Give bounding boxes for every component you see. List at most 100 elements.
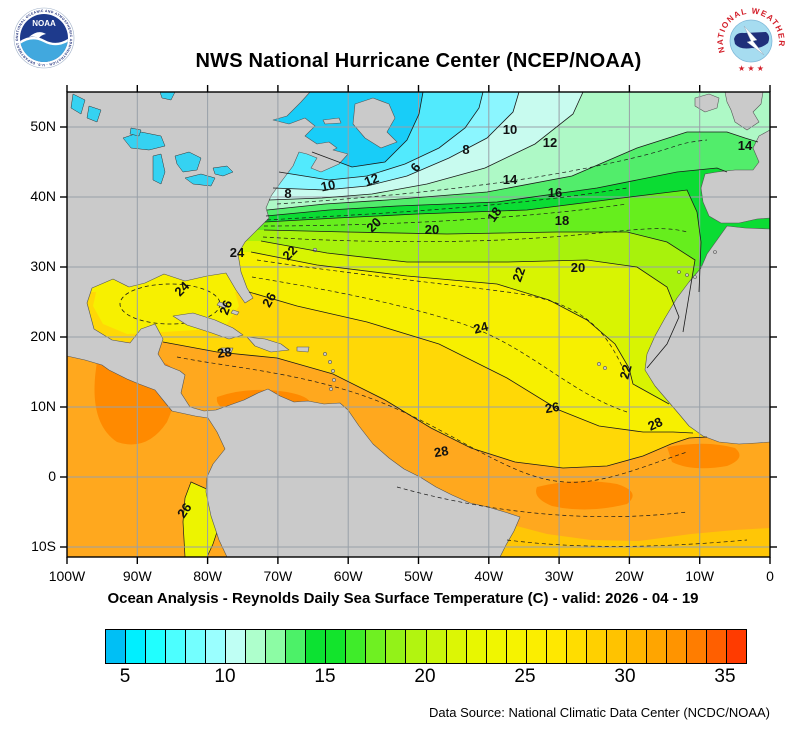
- contour-label: 28: [433, 443, 450, 460]
- colorbar-tick-label: 5: [119, 666, 131, 687]
- data-source-note: Data Source: National Climatic Data Cent…: [429, 705, 770, 720]
- colorbar-cell: [646, 630, 667, 663]
- colorbar-cell: [586, 630, 607, 663]
- lon-tick-label: 60W: [333, 568, 363, 584]
- lon-tick-label: 70W: [263, 568, 293, 584]
- contour-label: 26: [259, 290, 279, 310]
- colorbar-cell: [266, 630, 287, 663]
- ireland: [694, 93, 720, 113]
- colorbar-cell: [226, 630, 247, 663]
- colorbar-cell: [606, 630, 627, 663]
- lon-tick-label: 50W: [404, 568, 433, 584]
- lon-tick-label: 0: [766, 568, 774, 584]
- lon-tick-label: 20W: [614, 568, 644, 584]
- colorbar-cell: [106, 630, 127, 663]
- colorbar-cell: [626, 630, 647, 663]
- colorbar-cell: [326, 630, 347, 663]
- contour-label: 18: [484, 204, 505, 224]
- colorbar-cell: [526, 630, 547, 663]
- colorbar-cell: [246, 630, 267, 663]
- contour-label: 26: [544, 399, 561, 416]
- africa-landmass: [644, 225, 771, 445]
- lat-tick-label: 40N: [30, 188, 56, 204]
- lat-tick-label: 20N: [30, 328, 56, 344]
- colorbar-cell: [186, 630, 207, 663]
- contour-label: 18: [555, 213, 569, 228]
- page-title: NWS National Hurricane Center (NCEP/NOAA…: [195, 50, 642, 72]
- map-subtitle: Ocean Analysis - Reynolds Daily Sea Surf…: [107, 590, 699, 607]
- nws-logo-icon: NATIONAL WEATHER SERVICE ★ ★ ★: [714, 4, 787, 77]
- colorbar-cell: [386, 630, 407, 663]
- colorbar-cell: [686, 630, 707, 663]
- contour-label: 20: [425, 222, 439, 237]
- colorbar-cell: [146, 630, 167, 663]
- colorbar-tick-label: 15: [314, 666, 336, 687]
- contour-label: 12: [362, 170, 381, 189]
- colorbar-tick-label: 20: [414, 666, 436, 687]
- contour-label: 26: [216, 298, 235, 317]
- contour-label: 16: [548, 185, 562, 200]
- lon-tick-label: 90W: [122, 568, 152, 584]
- colorbar-cell: [506, 630, 527, 663]
- colorbar-cell: [166, 630, 187, 663]
- lat-tick-label: 50N: [30, 118, 56, 134]
- lon-tick-label: 30W: [544, 568, 574, 584]
- colorbar-cell: [366, 630, 387, 663]
- lat-tick-label: 0: [48, 468, 56, 484]
- colorbar-tick-label: 30: [614, 666, 636, 687]
- americas-landmass: [66, 91, 521, 558]
- contour-label: 8: [462, 142, 469, 157]
- colorbar-tick-label: 25: [514, 666, 536, 687]
- noaa-logo-label: NOAA: [32, 19, 56, 28]
- contour-label: 26: [174, 500, 195, 520]
- newfoundland: [352, 97, 398, 149]
- nws-stars: ★ ★ ★: [738, 64, 764, 73]
- contour-label: 14: [503, 172, 518, 187]
- contour-label: 14: [738, 138, 753, 153]
- contour-label: 12: [543, 135, 557, 150]
- contour-label: 8: [284, 186, 291, 201]
- colorbar-cell: [286, 630, 307, 663]
- noaa-logo-icon: NATIONAL OCEANIC AND ATMOSPHERIC ADMINIS…: [13, 7, 75, 69]
- lat-tick-label: 10N: [30, 398, 56, 414]
- lat-tick-label: 30N: [30, 258, 56, 274]
- lon-tick-label: 10W: [685, 568, 715, 584]
- lon-tick-label: 80W: [193, 568, 222, 584]
- france-iberia: [700, 129, 771, 224]
- colorbar-cell: [566, 630, 587, 663]
- contour-label: 24: [472, 318, 491, 336]
- colorbar-cell: [406, 630, 427, 663]
- colorbar-cell: [446, 630, 467, 663]
- colorbar-cell: [126, 630, 147, 663]
- great-britain: [724, 91, 764, 131]
- contour-label: 20: [571, 260, 585, 275]
- colorbar-cell: [546, 630, 567, 663]
- colorbar-cell: [206, 630, 227, 663]
- colorbar-cell: [306, 630, 327, 663]
- temperature-colorbar: [105, 629, 747, 664]
- contour-label: 22: [617, 363, 635, 381]
- contour-label: 10: [319, 177, 336, 195]
- colorbar-cell: [486, 630, 507, 663]
- colorbar-cell: [706, 630, 727, 663]
- contour-label: 10: [503, 122, 517, 137]
- nws-lightning-icon: [743, 25, 765, 56]
- contour-label: 24: [230, 245, 245, 260]
- contour-label: 28: [645, 414, 664, 434]
- hispaniola: [246, 336, 290, 353]
- colorbar-tick-label: 35: [714, 666, 736, 687]
- lake-superior: [122, 131, 166, 151]
- colorbar-cell: [426, 630, 447, 663]
- colorbar-cell: [726, 630, 746, 663]
- contour-label: 28: [216, 344, 232, 361]
- colorbar-cell: [666, 630, 687, 663]
- colorbar-cell: [466, 630, 487, 663]
- colorbar-cell: [346, 630, 367, 663]
- contour-label: 22: [509, 265, 528, 284]
- lon-tick-label: 100W: [48, 568, 86, 584]
- lon-tick-label: 40W: [474, 568, 504, 584]
- colorbar-tick-label: 10: [214, 666, 236, 687]
- lat-tick-label: 10S: [31, 538, 56, 554]
